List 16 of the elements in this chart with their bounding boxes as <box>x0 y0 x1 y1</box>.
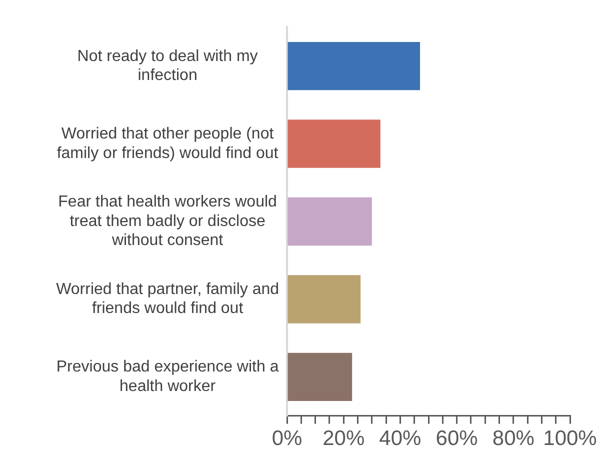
x-tick-label: 80% <box>492 427 534 450</box>
bar <box>288 120 380 168</box>
x-tick-label: 20% <box>322 427 365 450</box>
y-tick-label: Worried that other people (not family or friends) would find out <box>56 126 279 162</box>
y-tick-label: Worried that partner, family and friends would find out <box>56 281 279 318</box>
y-tick-label: Previous bad experience with a health worker <box>56 358 279 395</box>
bar <box>288 275 361 324</box>
y-tick-label: Fear that health workers would treat them badly or disclose without consent <box>58 194 277 250</box>
bar <box>288 352 352 402</box>
x-tick-label: 0% <box>272 427 302 450</box>
x-tick-label: 60% <box>436 427 478 450</box>
bar <box>288 197 372 246</box>
x-tick-label: 40% <box>379 427 422 450</box>
bar <box>288 42 420 90</box>
x-tick-label: 100% <box>543 427 597 450</box>
y-tick-label: Not ready to deal with my infection <box>77 48 258 84</box>
